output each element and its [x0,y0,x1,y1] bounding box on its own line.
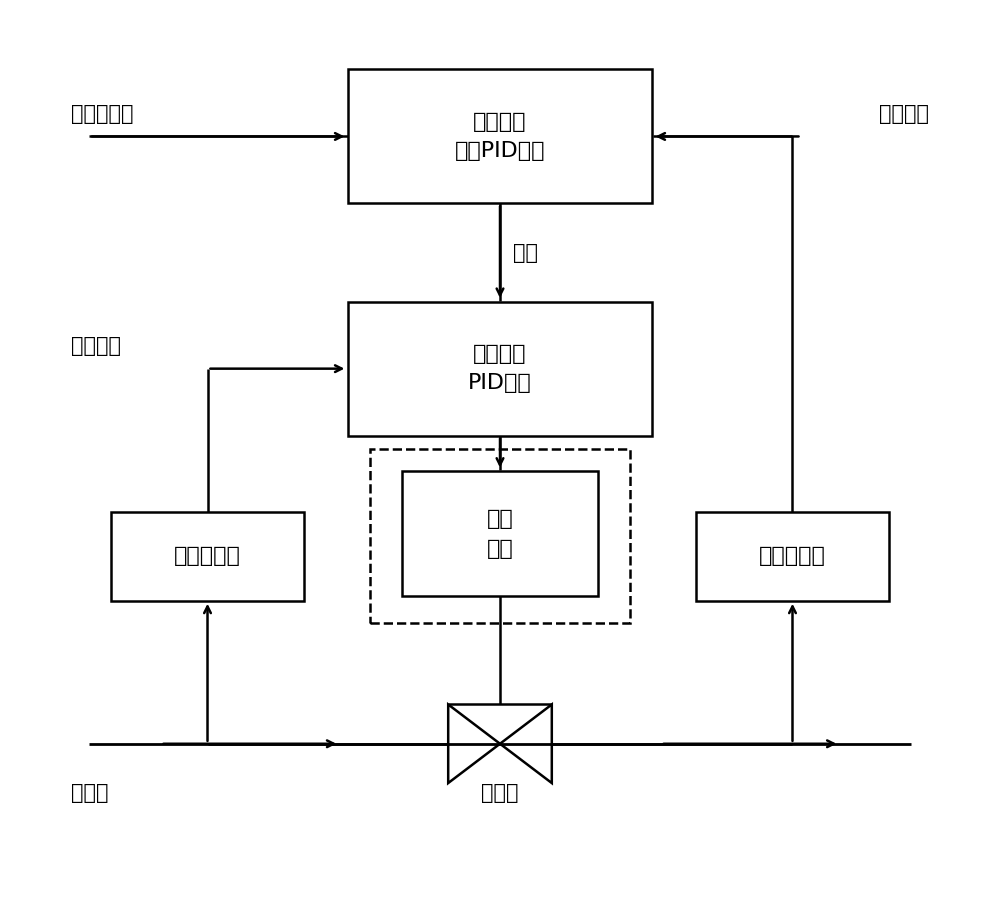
Text: 速比阀: 速比阀 [481,783,519,803]
Bar [348,70,652,203]
Bar [111,512,304,600]
Text: 压力反馈: 压力反馈 [879,104,929,124]
Bar [402,472,598,597]
Bar [370,449,630,623]
Text: 压力回路
模糊PID控制: 压力回路 模糊PID控制 [455,112,545,161]
Text: 开度: 开度 [513,242,538,262]
Text: 位置变送器: 位置变送器 [174,546,241,566]
Text: 压力传感器: 压力传感器 [759,546,826,566]
Text: 压力参考值: 压力参考值 [71,104,134,124]
Bar [696,512,889,600]
Bar [348,302,652,435]
Text: 伺服
机构: 伺服 机构 [487,509,513,559]
Text: 位置反馈: 位置反馈 [71,336,121,356]
Text: 位置回路
PID控制: 位置回路 PID控制 [468,344,532,394]
Text: 天然气: 天然气 [71,783,109,803]
